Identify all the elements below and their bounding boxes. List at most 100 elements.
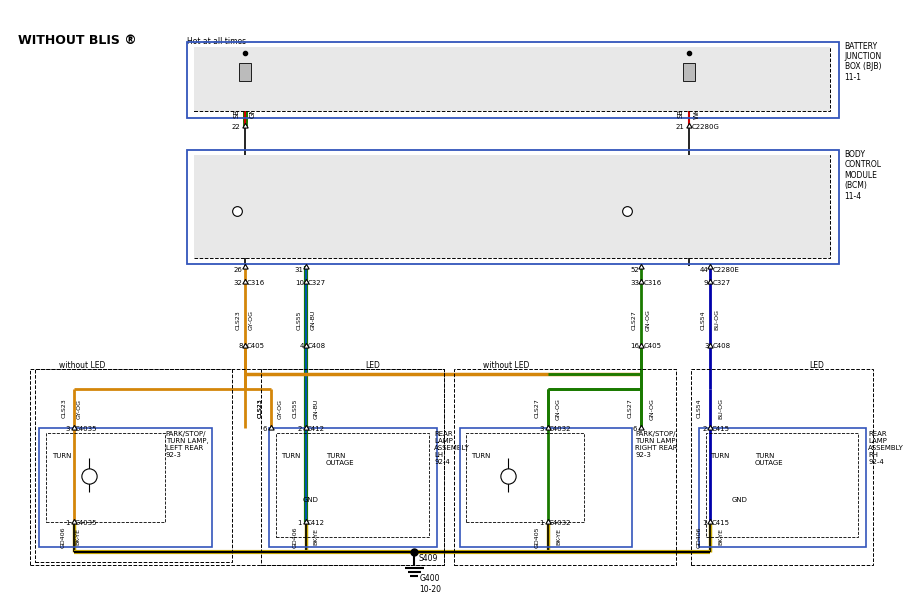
Bar xyxy=(202,157,459,256)
Text: C415: C415 xyxy=(712,426,729,432)
Bar xyxy=(270,428,437,547)
Text: C405: C405 xyxy=(247,343,265,350)
Text: C4032: C4032 xyxy=(548,520,571,526)
Text: GN-BU: GN-BU xyxy=(313,398,319,419)
Text: without LED: without LED xyxy=(59,361,105,370)
Bar xyxy=(276,433,429,537)
Text: CLS23: CLS23 xyxy=(258,399,263,418)
Text: MICRO: MICRO xyxy=(274,164,300,173)
Text: CLS23: CLS23 xyxy=(62,399,66,418)
Text: GN-BU: GN-BU xyxy=(311,310,315,330)
Text: 9: 9 xyxy=(704,281,708,286)
Text: GD405: GD405 xyxy=(534,526,539,548)
Text: 33: 33 xyxy=(630,281,639,286)
Bar xyxy=(194,155,830,257)
Text: GD406: GD406 xyxy=(697,526,702,548)
Text: TURN: TURN xyxy=(281,453,301,459)
Text: TURN
OUTAGE: TURN OUTAGE xyxy=(755,453,784,466)
Text: CLS27: CLS27 xyxy=(628,399,633,418)
Bar xyxy=(194,48,830,110)
Text: TURN: TURN xyxy=(53,453,72,459)
Text: C316: C316 xyxy=(247,281,265,286)
Bar xyxy=(39,428,212,547)
Text: REAR
LAMP
ASSEMBLY
RH
92-4: REAR LAMP ASSEMBLY RH 92-4 xyxy=(868,431,904,465)
Bar xyxy=(262,369,444,564)
Bar xyxy=(187,41,839,118)
Text: GN-OG: GN-OG xyxy=(556,398,561,420)
Text: GY-OG: GY-OG xyxy=(76,398,82,418)
Text: G400
10-20: G400 10-20 xyxy=(419,575,441,594)
Bar xyxy=(35,369,232,562)
Text: BK-YE: BK-YE xyxy=(719,528,724,545)
Text: BATTERY
JUNCTION
BOX (BJB)
11-1: BATTERY JUNCTION BOX (BJB) 11-1 xyxy=(844,41,882,82)
Text: 52: 52 xyxy=(631,267,639,273)
Text: 1: 1 xyxy=(65,520,70,526)
Text: 2: 2 xyxy=(702,426,706,432)
Text: 3: 3 xyxy=(86,471,92,480)
Text: LED: LED xyxy=(365,361,380,370)
Text: BK-YE: BK-YE xyxy=(313,528,319,545)
Text: 3: 3 xyxy=(506,471,511,480)
Text: CLS27: CLS27 xyxy=(632,310,637,329)
Text: 16: 16 xyxy=(630,343,639,350)
Text: GND: GND xyxy=(732,497,748,503)
Text: REAR
LAMP
ASSEMBLY
LH
92-4: REAR LAMP ASSEMBLY LH 92-4 xyxy=(434,431,470,465)
Text: GN-OG: GN-OG xyxy=(650,398,655,420)
Text: 3: 3 xyxy=(65,426,70,432)
Text: without LED: without LED xyxy=(483,361,530,370)
Bar xyxy=(466,433,584,522)
Text: 32: 32 xyxy=(234,281,242,286)
Text: BK-YE: BK-YE xyxy=(556,528,561,545)
Bar xyxy=(683,63,695,81)
Bar xyxy=(46,433,164,522)
Text: 44: 44 xyxy=(700,267,708,273)
Text: BU-OG: BU-OG xyxy=(719,398,724,419)
Text: 3: 3 xyxy=(704,343,708,350)
Text: BK-YE: BK-YE xyxy=(75,528,81,545)
Text: LR TURN
OUTAGE: LR TURN OUTAGE xyxy=(296,164,330,183)
Bar xyxy=(269,160,407,214)
Text: SBB55: SBB55 xyxy=(678,95,684,118)
Text: 22: 22 xyxy=(232,124,241,131)
Bar xyxy=(454,369,676,564)
Text: MICRO: MICRO xyxy=(661,164,686,173)
Text: 4: 4 xyxy=(300,343,304,350)
Text: S409: S409 xyxy=(419,554,438,562)
Text: 21: 21 xyxy=(676,124,685,131)
Text: CLS27: CLS27 xyxy=(534,399,539,418)
Text: 1: 1 xyxy=(298,520,302,526)
Text: LF
TURN
LPS
(FET): LF TURN LPS (FET) xyxy=(245,214,264,241)
Text: C327: C327 xyxy=(308,281,326,286)
Text: GY-OG: GY-OG xyxy=(249,310,254,330)
Text: C2280G: C2280G xyxy=(692,124,719,131)
Bar xyxy=(459,428,633,547)
Text: CLS54: CLS54 xyxy=(701,310,706,329)
Text: RR TURN
OUTAGE: RR TURN OUTAGE xyxy=(689,164,723,183)
Text: GD406: GD406 xyxy=(61,526,65,548)
Text: WH-RD: WH-RD xyxy=(694,95,700,119)
Text: PARK/STOP/
TURN LAMP,
LEFT REAR
92-3: PARK/STOP/ TURN LAMP, LEFT REAR 92-3 xyxy=(166,431,209,458)
Text: F55
40A
13-8: F55 40A 13-8 xyxy=(702,65,717,85)
Text: C4035: C4035 xyxy=(75,520,97,526)
Text: GN-OG: GN-OG xyxy=(646,309,651,331)
Text: BU-OG: BU-OG xyxy=(715,309,720,330)
Text: C405: C405 xyxy=(644,343,661,350)
Text: C327: C327 xyxy=(713,281,731,286)
Text: SBB12: SBB12 xyxy=(234,95,240,118)
Bar xyxy=(194,155,830,257)
Text: GND: GND xyxy=(303,497,319,503)
Bar xyxy=(479,157,819,256)
Text: TURN: TURN xyxy=(470,453,490,459)
Bar xyxy=(187,150,839,264)
Bar xyxy=(30,369,444,564)
Text: GN-RD: GN-RD xyxy=(250,95,256,118)
Text: TURN
OUTAGE: TURN OUTAGE xyxy=(326,453,354,466)
Text: C412: C412 xyxy=(307,520,325,526)
Text: CLS23: CLS23 xyxy=(235,310,241,329)
Text: 2: 2 xyxy=(298,426,302,432)
Text: 6: 6 xyxy=(263,426,267,432)
Text: CLS54: CLS54 xyxy=(697,399,702,418)
Text: C316: C316 xyxy=(644,281,662,286)
Bar xyxy=(239,63,251,81)
Text: PARK/STOP/
TURN LAMP,
RIGHT REAR
92-3: PARK/STOP/ TURN LAMP, RIGHT REAR 92-3 xyxy=(636,431,678,458)
